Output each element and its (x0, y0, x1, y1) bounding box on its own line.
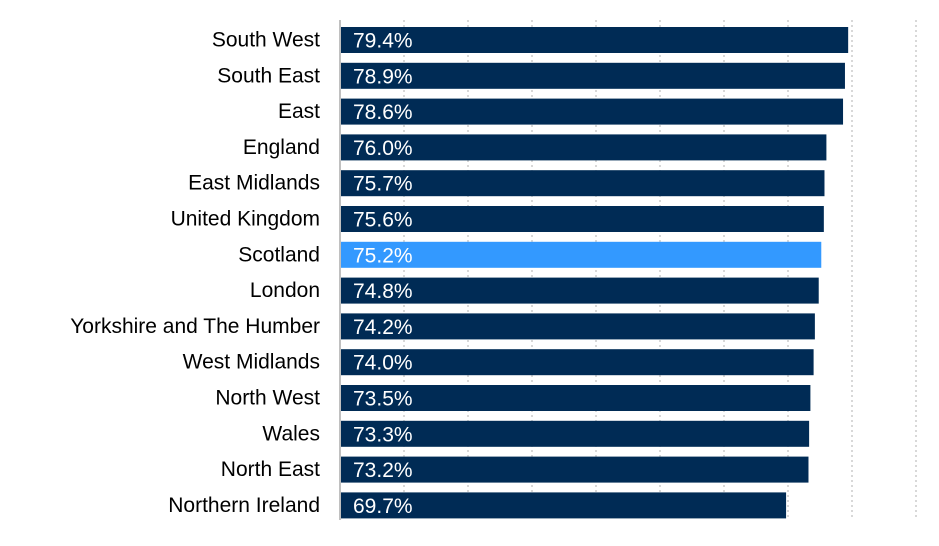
bar (341, 385, 811, 411)
data-label: 73.5% (353, 388, 413, 411)
category-label: United Kingdom (171, 208, 320, 231)
category-label: Wales (262, 422, 320, 445)
data-label: 74.2% (353, 316, 413, 339)
category-label: North West (215, 387, 320, 410)
bar (341, 277, 819, 304)
data-label: 78.6% (353, 101, 413, 124)
bar (341, 313, 815, 340)
category-labels: South West South East East England East Midl… (70, 29, 320, 517)
category-label: East (278, 100, 320, 123)
bar (341, 62, 845, 89)
data-label: 73.3% (353, 423, 413, 446)
bars (341, 27, 849, 519)
data-label: 74.8% (353, 280, 413, 303)
bar (341, 456, 809, 483)
category-label: North East (221, 458, 320, 481)
category-label: East Midlands (188, 172, 320, 195)
data-label: 69.7% (353, 495, 413, 518)
bar (341, 420, 810, 447)
bar (341, 27, 849, 53)
data-label: 78.9% (353, 65, 413, 88)
data-label: 73.2% (353, 459, 413, 482)
bar (341, 170, 825, 197)
category-label: South East (217, 64, 320, 87)
category-label: South West (212, 29, 320, 52)
category-label: London (250, 279, 320, 302)
bar (341, 241, 822, 268)
data-label: 75.7% (353, 173, 413, 196)
bar (341, 98, 844, 125)
data-label: 75.6% (353, 209, 413, 232)
category-label: Scotland (238, 243, 320, 266)
bar (341, 492, 787, 519)
category-label: Yorkshire and The Humber (70, 315, 320, 338)
category-label: England (243, 136, 320, 159)
data-label: 74.0% (353, 352, 413, 375)
bar (341, 349, 814, 376)
category-label: Northern Ireland (168, 494, 320, 517)
category-label: West Midlands (183, 351, 320, 374)
data-label: 79.4% (353, 30, 413, 53)
data-label: 75.2% (353, 244, 413, 267)
bar (341, 134, 827, 161)
data-label: 76.0% (353, 137, 413, 160)
value-labels: 79.4% 78.9% 78.6% 76.0% 75.7% 75.6% 75.2% 74.8%… (353, 30, 413, 518)
bar (341, 206, 824, 232)
